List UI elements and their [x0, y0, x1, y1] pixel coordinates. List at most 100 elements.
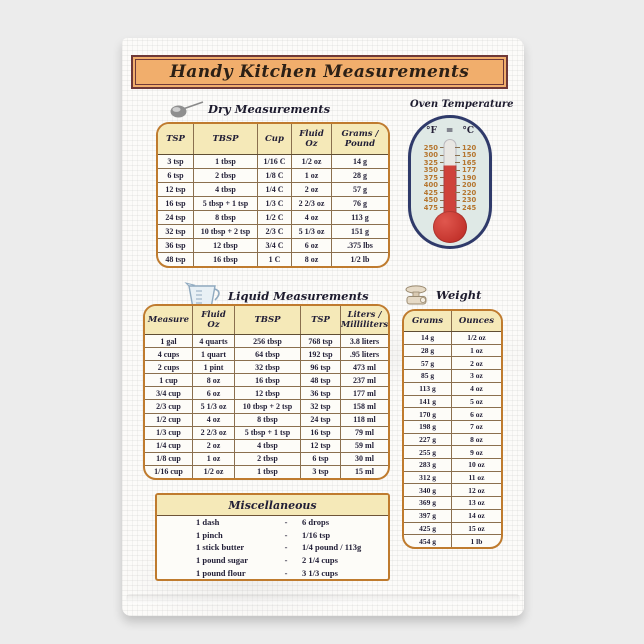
table-cell: 118 ml [353, 415, 376, 425]
scale-row: 200 [455, 181, 482, 189]
table-cell: 57 g [404, 357, 452, 370]
table-cell: 340 g [404, 484, 452, 497]
table-cell: 1/2 lb [350, 255, 370, 264]
table-cell: 1 pound flour [196, 567, 246, 578]
kitchen-towel: Handy Kitchen Measurements Dry Measureme… [122, 38, 524, 616]
table-header-row: Measure Fluid Oz TBSP TSP Liters / Millilite… [145, 306, 388, 335]
table-cell: 192 tsp [301, 348, 341, 361]
table-cell: 15 oz [468, 523, 485, 533]
tick-mark-icon [440, 192, 445, 194]
table-cell: 85 g [404, 370, 452, 382]
table-row: 369 g 13 oz [404, 497, 501, 510]
tick-mark-icon [455, 207, 460, 209]
table-cell: 30 ml [355, 454, 374, 464]
column-header: Fluid Oz [193, 306, 235, 334]
table-cell: 1 oz [292, 169, 332, 182]
liquid-heading-label: Liquid Measurements [228, 289, 369, 303]
table-row: 2 cups 1 pint 32 tbsp 96 tsp 473 ml [145, 361, 388, 375]
table-cell: 1/2 C [258, 211, 292, 224]
table-cell: 14 oz [468, 511, 485, 521]
table-cell: 2 oz [470, 358, 483, 368]
dry-measurements-table: TSP TBSP Cup Fluid Oz Grams / Pound 3 tsp 1 tb… [156, 122, 390, 268]
table-cell: 1 tbsp [235, 465, 301, 478]
table-cell: 198 g [404, 420, 452, 433]
dry-heading-label: Dry Measurements [208, 102, 331, 116]
celsius-scale: 120 150 165 177 190 200 220 230 245 [455, 144, 482, 212]
table-cell: 4 oz [193, 413, 235, 426]
table-cell: 36 tsp [301, 387, 341, 400]
table-cell: 177 ml [353, 388, 376, 398]
table-cell: 1 stick butter [196, 542, 245, 553]
table-cell: - [284, 542, 288, 553]
table-cell: 5 oz [470, 396, 483, 406]
table-cell: 12 tbsp [194, 239, 258, 252]
column-header: Cup [258, 124, 292, 154]
tick-mark-icon [440, 199, 445, 201]
table-cell: 1/8 cup [145, 452, 193, 465]
title-banner: Handy Kitchen Measurements [131, 55, 508, 89]
title-banner-inner-frame: Handy Kitchen Measurements [135, 59, 504, 85]
scale-value: 150 [462, 151, 477, 160]
table-cell: 2 tbsp [194, 169, 258, 182]
table-cell: - [284, 567, 288, 578]
table-cell: 2/3 C [258, 225, 292, 238]
tick-mark-icon [440, 162, 445, 164]
table-cell: 1/3 cup [145, 426, 193, 439]
misc-heading-label: Miscellaneous [228, 498, 317, 512]
table-cell: 3 tsp [158, 155, 194, 168]
thermometer-tube [443, 139, 457, 217]
table-cell: 2 2/3 oz [193, 426, 235, 439]
table-cell: 2 2/3 oz [292, 197, 332, 210]
scale-row: 300 [418, 151, 445, 159]
table-row: 1 cup 8 oz 16 tbsp 48 tsp 237 ml [145, 374, 388, 388]
tick-mark-icon [440, 207, 445, 209]
scale-row: 475 [418, 204, 445, 212]
table-cell: 8 oz [193, 374, 235, 387]
table-cell: 151 g [351, 227, 369, 236]
table-row: 227 g 8 oz [404, 433, 501, 447]
table-cell: 1 gal [145, 335, 193, 348]
table-row: 1/2 cup 4 oz 8 tbsp 24 tsp 118 ml [145, 413, 388, 427]
tick-mark-icon [455, 184, 460, 186]
table-cell: 32 tsp [158, 225, 194, 238]
table-cell: 12 oz [468, 485, 485, 495]
tick-mark-icon [455, 162, 460, 164]
table-cell: 1/16 C [258, 155, 292, 168]
table-cell: 14 g [353, 157, 367, 166]
table-row: 170 g 6 oz [404, 408, 501, 421]
scale-row: 150 [455, 151, 482, 160]
scale-row: 400 [418, 181, 445, 189]
table-row: 141 g 5 oz [404, 395, 501, 409]
table-cell: 16 tbsp [235, 374, 301, 387]
table-cell: 227 g [404, 433, 452, 446]
table-cell: 57 g [353, 185, 367, 194]
tick-mark-icon [440, 154, 445, 156]
column-header: TSP [301, 306, 341, 334]
column-header: Fluid Oz [292, 124, 332, 154]
column-header: TBSP [194, 124, 258, 154]
column-header: Liters / Milliliters [341, 310, 388, 330]
scale-value: 475 [423, 203, 438, 212]
table-cell: 5 tbsp + 1 tsp [194, 197, 258, 210]
table-row: 1 dash - 6 drops [157, 516, 388, 529]
fahrenheit-label: °F [426, 126, 437, 136]
table-cell: 16 tsp [158, 197, 194, 210]
tick-mark-icon [455, 199, 460, 201]
scale-value: 250 [423, 143, 438, 152]
table-cell: 16 tbsp [194, 253, 258, 266]
table-cell: 36 tsp [158, 239, 194, 252]
table-row: 1 pound flour - 3 1/3 cups [157, 566, 388, 579]
column-header: TBSP [235, 306, 301, 334]
table-header-row: Grams Ounces [404, 311, 501, 332]
table-cell: 15 ml [355, 467, 374, 477]
table-cell: 473 ml [353, 362, 376, 372]
table-cell: 2 tbsp [235, 452, 301, 465]
table-cell: 1/2 oz [193, 465, 235, 478]
table-cell: 2 oz [292, 183, 332, 196]
scale-row: 425 [418, 189, 445, 197]
table-cell: 6 oz [292, 239, 332, 252]
table-cell: - [284, 517, 288, 528]
